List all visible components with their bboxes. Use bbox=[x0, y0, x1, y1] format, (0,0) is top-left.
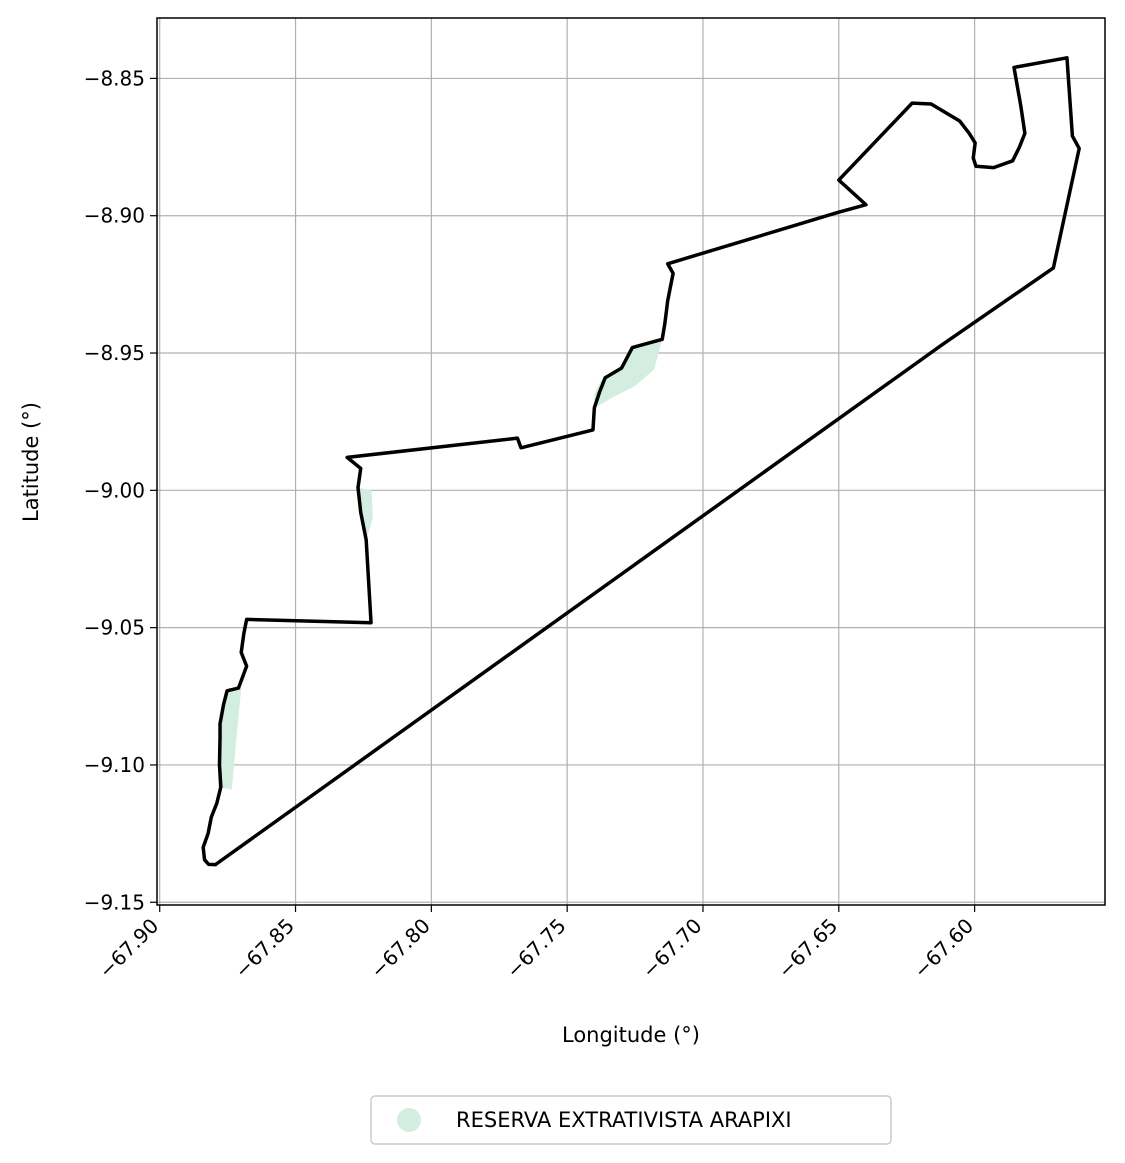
plot-frame bbox=[156, 17, 1106, 906]
y-tick-label: −9.10 bbox=[84, 753, 145, 777]
y-ticks: −8.85 −8.90 −8.95 −9.00 −9.05 −9.10 −9.15 bbox=[84, 66, 157, 914]
reserve-area bbox=[358, 487, 373, 540]
x-tick-label: −67.85 bbox=[230, 914, 299, 983]
legend-box bbox=[370, 1095, 892, 1145]
grid-lines bbox=[157, 18, 1105, 905]
boundary-layer bbox=[201, 56, 1081, 867]
y-tick-label: −8.85 bbox=[84, 66, 145, 90]
legend: RESERVA EXTRATIVISTA ARAPIXI bbox=[370, 1095, 892, 1145]
y-tick-label: −8.95 bbox=[84, 341, 145, 365]
x-axis-label: Longitude (°) bbox=[562, 1023, 700, 1047]
x-tick-label: −67.60 bbox=[909, 914, 978, 983]
y-axis-label: Latitude (°) bbox=[19, 402, 43, 522]
x-tick-label: −67.75 bbox=[501, 914, 570, 983]
reserve-boundary bbox=[201, 56, 1081, 867]
x-tick-label: −67.80 bbox=[366, 914, 435, 983]
x-tick-label: −67.70 bbox=[637, 914, 706, 983]
reserve-area bbox=[218, 688, 242, 790]
y-tick-label: −9.15 bbox=[84, 890, 145, 914]
reserve-area bbox=[594, 339, 663, 408]
y-tick-label: −9.00 bbox=[84, 478, 145, 502]
y-tick-label: −9.05 bbox=[84, 616, 145, 640]
x-tick-label: −67.90 bbox=[94, 914, 163, 983]
legend-label: RESERVA EXTRATIVISTA ARAPIXI bbox=[456, 1108, 792, 1132]
y-tick-label: −8.90 bbox=[84, 204, 145, 228]
x-tick-label: −67.65 bbox=[773, 914, 842, 983]
legend-marker bbox=[397, 1108, 421, 1132]
reserve-areas bbox=[218, 339, 663, 790]
x-ticks: −67.90 −67.85 −67.80 −67.75 −67.70 −67.65 −67.… bbox=[94, 905, 978, 983]
